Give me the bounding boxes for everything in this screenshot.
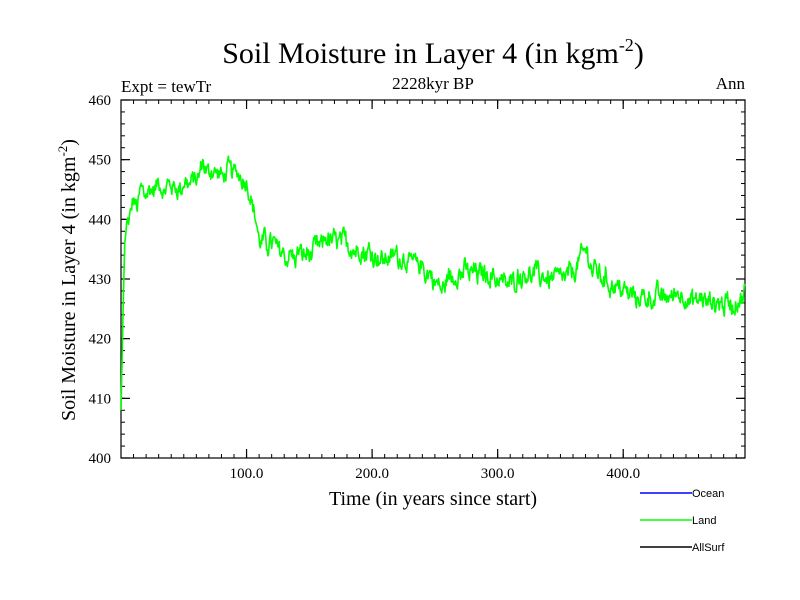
chart-subtitle: 2228kyr BP [392, 74, 474, 93]
y-tick-label: 440 [89, 212, 112, 228]
y-tick-label: 430 [89, 272, 112, 288]
chart-title: Soil Moisture in Layer 4 (in kgm-2) [222, 35, 644, 70]
chart-title-superscript: -2 [619, 35, 634, 55]
x-tick-label: 300.0 [481, 466, 515, 482]
y-axis-label: Soil Moisture in Layer 4 (in kgm-2) [55, 139, 80, 421]
x-tick-label: 400.0 [606, 466, 640, 482]
y-axis-label-text: Soil Moisture in Layer 4 (in kgm [58, 156, 80, 421]
x-axis-label: Time (in years since start) [329, 488, 537, 510]
series-layer [120, 155, 746, 411]
y-tick-label: 450 [89, 153, 112, 169]
legend-label-allsurf: AllSurf [692, 542, 725, 554]
y-tick-label: 460 [89, 93, 112, 109]
experiment-label: Expt = tewTr [121, 77, 212, 96]
tick-labels: 100.0 200.0 300.0 400.0 400 410 420 430 440 450 46… [89, 93, 641, 482]
y-tick-label: 410 [89, 391, 112, 407]
chart-title-text: Soil Moisture in Layer 4 (in kgm [222, 37, 619, 70]
x-tick-label: 100.0 [230, 466, 264, 482]
legend-label-ocean: Ocean [692, 488, 724, 500]
minor-ticks [121, 100, 745, 458]
y-tick-label: 420 [89, 332, 112, 348]
y-tick-label: 400 [89, 451, 112, 467]
legend-label-land: Land [692, 515, 716, 527]
y-axis-label-close: ) [58, 139, 80, 146]
y-axis-label-superscript: -2 [55, 146, 70, 157]
legend: Ocean Land AllSurf [640, 488, 725, 554]
chart-title-close: ) [634, 37, 644, 70]
plot-frame [120, 99, 746, 459]
series-line-land [120, 155, 746, 411]
x-tick-label: 200.0 [355, 466, 389, 482]
major-ticks [121, 99, 745, 459]
season-label: Ann [716, 74, 746, 93]
